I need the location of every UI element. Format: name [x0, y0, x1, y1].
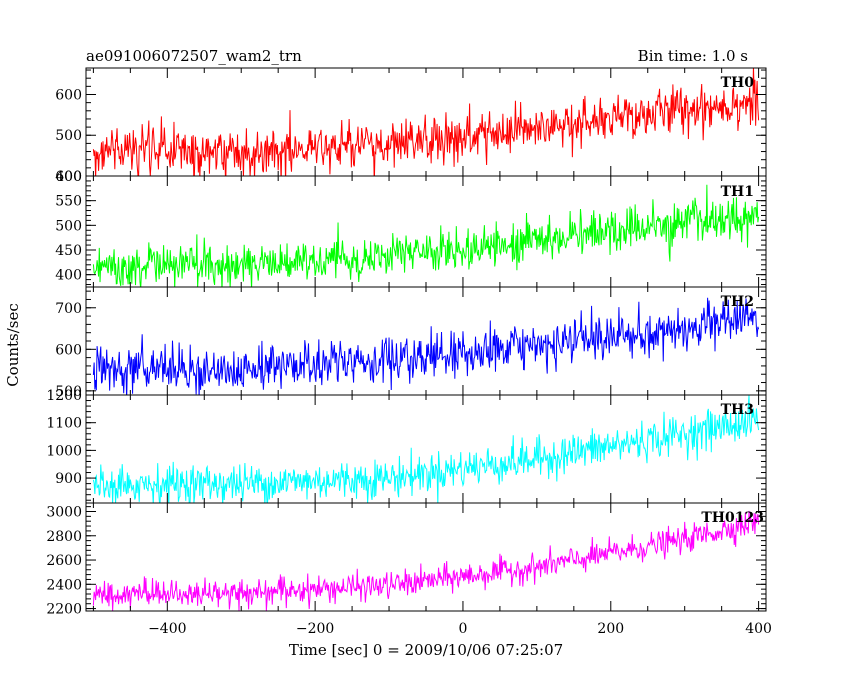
panel-4-frame: [85, 502, 767, 612]
panel-3-frame: [85, 394, 767, 504]
th0-label: TH0: [721, 75, 755, 91]
panel-0-ticks: 400 500 600: [55, 68, 766, 185]
x-axis: −400 −200 0 200 400: [148, 621, 772, 637]
y-tick-label-3-0: 900: [55, 471, 82, 487]
panel-1-ticks: 400 450 500 550 600: [55, 169, 766, 287]
x-tick-label-2: 0: [458, 621, 467, 637]
y-tick-label-0-1: 500: [55, 128, 82, 144]
y-tick-label-3-1: 1000: [46, 443, 82, 459]
y-tick-label-1-2: 500: [55, 218, 82, 234]
th1-series-line: [92, 184, 760, 287]
panel-3-ticks: 900 1000 1100 1200: [46, 388, 766, 503]
th3-series-line: [92, 395, 760, 503]
y-tick-label-3-2: 1100: [46, 416, 82, 432]
y-tick-label-0-0: 400: [55, 169, 82, 185]
y-tick-label-4-3: 2800: [46, 529, 82, 545]
th2-series-line: [92, 297, 760, 395]
th0123-label: TH0123: [701, 510, 764, 526]
bin-time-label: Bin time: 1.0 s: [638, 47, 748, 65]
chart-title: ae091006072507_wam2_trn: [86, 47, 302, 65]
y-tick-label-1-4: 600: [55, 169, 82, 185]
panel-0: 400 500 600 TH0: [55, 67, 767, 185]
y-tick-label-1-1: 450: [55, 243, 82, 259]
y-tick-label-2-1: 600: [55, 342, 82, 358]
panel-1: 400 450 500 550 600 TH1: [55, 169, 767, 288]
y-tick-label-4-4: 3000: [46, 504, 82, 520]
y-tick-label-4-0: 2200: [46, 602, 82, 618]
y-tick-label-4-1: 2400: [46, 577, 82, 593]
th0123-series-line: [92, 510, 760, 611]
y-tick-label-1-0: 400: [55, 268, 82, 284]
x-tick-label-4: 400: [745, 621, 772, 637]
x-tick-label-3: 200: [597, 621, 624, 637]
panel-3: 900 1000 1100 1200 TH3: [46, 388, 767, 504]
panel-4: 2200 2400 2600 2800 3000 TH0123: [46, 502, 767, 618]
y-tick-label-2-0: 500: [55, 384, 82, 400]
y-axis-title: Counts/sec: [4, 303, 22, 387]
x-axis-title: Time [sec] 0 = 2009/10/06 07:25:07: [289, 641, 563, 659]
y-tick-label-2-2: 700: [55, 301, 82, 317]
y-tick-label-1-3: 550: [55, 194, 82, 210]
th0-series-line: [92, 68, 760, 176]
panel-2: 500 600 700 TH2: [55, 286, 767, 400]
th3-label: TH3: [721, 402, 754, 418]
y-tick-label-3-3: 1200: [46, 388, 82, 404]
panel-4-ticks: 2200 2400 2600 2800 3000: [46, 503, 766, 618]
panel-2-ticks: 500 600 700: [55, 287, 766, 400]
y-tick-label-0-2: 600: [55, 87, 82, 103]
th2-label: TH2: [721, 294, 754, 310]
y-tick-label-4-2: 2600: [46, 553, 82, 569]
x-tick-label-0: −400: [148, 621, 186, 637]
x-tick-label-1: −200: [296, 621, 334, 637]
th1-label: TH1: [721, 184, 754, 200]
